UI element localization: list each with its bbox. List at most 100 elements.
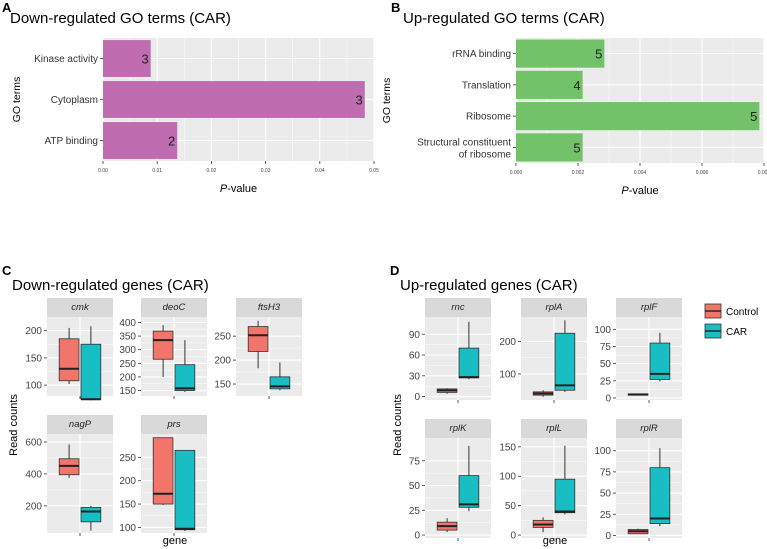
y-tick-label: 100: [594, 446, 611, 457]
bar-translation: [516, 70, 583, 99]
legend-entry-control: Control: [704, 303, 758, 319]
y-tick-label: Kinase activity: [34, 54, 98, 65]
box-iqr: [554, 332, 576, 391]
facet-rplK: rplK 0 25 50 75: [409, 419, 491, 542]
box-control: [436, 518, 458, 533]
y-tick-label: Cytoplasm: [51, 95, 98, 106]
panel-D: DUp-regulated genes (CAR) rnc 0 30 60 90 rplA 1…: [390, 263, 682, 547]
y-axis-label: Read counts: [392, 394, 404, 456]
y-tick-label: ATP binding: [44, 136, 98, 147]
facet-strip: [521, 419, 587, 438]
facet-strip-label: rplF: [641, 302, 659, 313]
y-tick-label: 200: [214, 356, 231, 367]
panel-label: A: [2, 0, 12, 15]
box-car: [554, 445, 576, 515]
y-tick-label: 200: [119, 372, 136, 383]
facet-rplA: rplA 100 200: [499, 298, 587, 403]
y-tick-label: 75: [600, 467, 612, 478]
x-axis-label: P-value: [621, 185, 658, 197]
y-tick-label: 100: [499, 472, 516, 483]
y-tick-label: 25: [409, 506, 421, 517]
chart-title: Down-regulated genes (CAR): [12, 277, 209, 294]
x-axis-label-rest: -value: [629, 185, 659, 197]
x-tick-label: 0.02: [207, 168, 217, 174]
box-iqr: [649, 467, 671, 524]
box-car: [458, 445, 480, 512]
box-iqr: [152, 330, 174, 360]
y-tick-label: 250: [119, 453, 136, 464]
box-iqr: [80, 343, 102, 400]
facet-strip: [425, 419, 491, 438]
y-tick-label: Ribosome: [466, 112, 511, 123]
facet-strip-label: rplA: [546, 302, 563, 313]
bar-atp-binding: [103, 122, 178, 159]
facet-strip: [616, 298, 682, 317]
y-tick-label: 600: [25, 437, 42, 448]
y-tick-label: 75: [409, 456, 421, 467]
x-axis-label: gene: [543, 535, 567, 547]
y-tick-label: 0: [414, 531, 420, 542]
facet-strip-label: rplR: [640, 423, 658, 434]
facet-strip-label: rplL: [546, 423, 562, 434]
x-axis-label-italic: P: [621, 185, 629, 197]
y-tick-label: rRNA binding: [452, 49, 511, 60]
y-tick-label: 100: [119, 523, 136, 534]
y-tick-label: 150: [214, 380, 231, 391]
legend: Control CAR: [704, 303, 758, 339]
y-tick-label-line: Structural constituent: [417, 137, 511, 148]
y-tick-label: 200: [119, 476, 136, 487]
box-iqr: [58, 338, 80, 382]
box-iqr: [174, 364, 196, 391]
x-tick-label: 0.008: [758, 170, 767, 176]
box-control: [58, 327, 80, 385]
y-tick-label: 200: [25, 326, 42, 337]
x-axis-label: gene: [163, 535, 187, 547]
box-car: [649, 332, 671, 382]
box-car: [554, 320, 576, 392]
facet-strip-label: ftsH3: [258, 302, 281, 313]
y-tick-label: 150: [119, 386, 136, 397]
facet-strip: [616, 419, 682, 438]
facet-rnc: rnc 0 30 60 90: [409, 298, 491, 403]
facet-rplR: rplR 0 25 50 75 100: [594, 419, 682, 542]
box-car: [80, 326, 102, 401]
bar-cytoplasm: [103, 81, 365, 118]
box-iqr: [247, 326, 269, 352]
facet-prs: prs 100 150 200 250: [119, 415, 207, 536]
y-axis-label: Read counts: [8, 394, 20, 456]
y-tick-label: 100: [25, 381, 42, 392]
facet-strip-label: rplK: [450, 423, 468, 434]
facet-strip: [236, 298, 302, 317]
box-car: [80, 505, 102, 531]
box-car: [649, 448, 671, 527]
facet-strip-label: cmk: [71, 302, 90, 313]
facet-strip: [141, 415, 207, 434]
facet-cmk: cmk 100 150 200: [25, 298, 113, 401]
y-tick-label: 50: [505, 501, 517, 512]
bar-count-label: 5: [595, 47, 602, 62]
box-control: [58, 444, 80, 478]
facet-strip: [141, 298, 207, 317]
box-car: [174, 449, 196, 532]
x-tick-label: 0.01: [152, 168, 162, 174]
y-tick-label: 250: [119, 359, 136, 370]
box-iqr: [269, 376, 291, 390]
box-control: [532, 390, 554, 397]
y-tick-label: 350: [119, 332, 136, 343]
y-axis-label: GO terms: [381, 78, 393, 124]
y-tick-label: 50: [409, 481, 421, 492]
bar-kinase-activity: [103, 40, 151, 77]
y-tick-label: 100: [499, 369, 516, 380]
y-tick-label: 150: [499, 442, 516, 453]
y-tick-label: 200: [499, 337, 516, 348]
bar-structural-constituent-of-ribosome: [516, 133, 583, 162]
box-control: [627, 393, 649, 396]
bar-ribosome: [516, 102, 760, 131]
y-tick-label: 60: [409, 351, 421, 362]
y-tick-label: 90: [409, 330, 421, 341]
chart-title: Up-regulated genes (CAR): [400, 277, 578, 294]
y-tick-label: 0: [605, 531, 611, 542]
bar-count-label: 2: [168, 134, 175, 149]
bar-count-label: 3: [141, 52, 148, 67]
facet-strip-label: rnc: [451, 302, 464, 313]
